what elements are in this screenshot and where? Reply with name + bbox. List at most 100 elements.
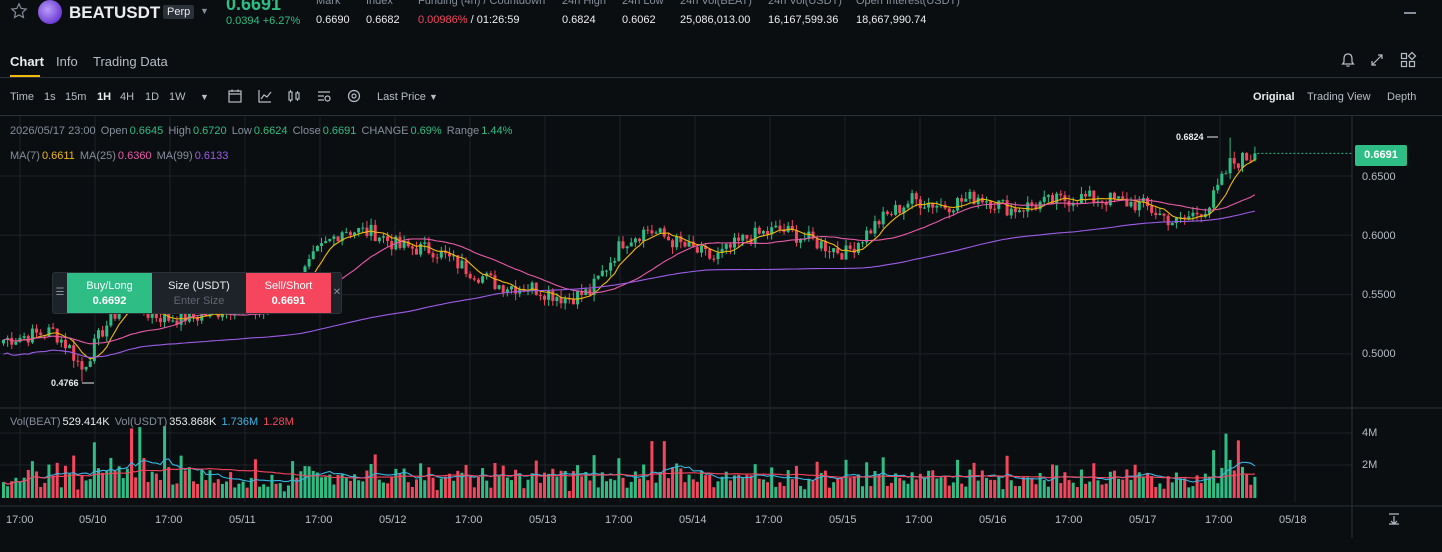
volume-bar [716,481,720,498]
volume-bar [1022,477,1026,498]
sell-short-price: 0.6691 [271,295,306,307]
price-chart[interactable] [0,116,1442,552]
candle-body [790,225,794,231]
volume-bar [163,426,167,498]
candle-body [353,232,357,235]
candle-body [741,234,745,241]
volume-bar [468,476,472,498]
interval-1h[interactable]: 1H [97,91,112,103]
candle-body [361,227,365,229]
candle-body [679,236,683,243]
ohlc-info-row: 2026/05/17 23:00 Open 0.6645 High 0.6720 L… [10,125,514,137]
tab-info[interactable]: Info [56,54,78,69]
volume-bar [22,477,26,498]
x-tick-label: 17:00 [6,514,34,526]
size-input[interactable]: Size (USDT) Enter Size [152,273,246,313]
volume-bar [609,478,613,498]
size-placeholder[interactable]: Enter Size [173,295,225,307]
volume-bar [303,466,307,498]
volume-bar [1009,480,1013,498]
volume-bar [167,467,171,498]
view-depth[interactable]: Depth [1387,91,1417,103]
volume-bar [1092,463,1096,498]
candle-body [1228,158,1232,174]
calendar-icon[interactable] [227,88,243,104]
candle-body [1030,202,1034,206]
indicators-icon[interactable] [257,88,273,104]
tab-trading-data[interactable]: Trading Data [93,54,168,69]
candle-body [1055,193,1059,204]
favorite-star-icon[interactable] [10,2,28,20]
volume-bar [1212,450,1216,498]
candle-body [555,297,559,302]
candle-body [419,243,423,255]
interval-4h[interactable]: 4H [120,91,135,103]
interval-time[interactable]: Time [10,91,35,103]
volume-bar [931,470,935,498]
candle-body [439,250,443,258]
volume-bar [1088,481,1092,498]
candle-body [406,241,410,247]
candle-body [1026,202,1030,212]
volume-bar [1013,486,1017,498]
volume-bar [828,487,831,498]
interval-1d[interactable]: 1D [145,91,160,103]
buy-long-button[interactable]: Buy/Long 0.6692 [67,273,152,313]
gear-icon[interactable] [346,88,362,104]
candle-body [980,197,984,203]
y-tick-label: 0.5000 [1362,348,1396,360]
volume-bar [101,472,105,498]
view-original[interactable]: Original [1253,91,1295,103]
volume-bar [774,486,778,498]
candle-body [683,242,687,247]
volume-bar [687,474,691,498]
minimize-icon[interactable] [1404,12,1416,14]
candle-body [968,191,972,199]
candle-body [187,310,191,322]
symbol-title[interactable]: BEATUSDT [69,3,161,22]
volume-bar [1104,483,1108,498]
symbol-dropdown-icon[interactable]: ▼ [200,6,209,16]
tab-chart[interactable]: Chart [10,54,44,69]
ohlc-range-label: Range [446,125,480,137]
bell-icon[interactable] [1339,51,1357,69]
interval-1s[interactable]: 1s [44,91,56,103]
price-type-select[interactable]: Last Price [377,91,426,103]
volume-bar [220,483,224,498]
price-type-chevron-icon[interactable]: ▼ [429,92,438,102]
close-icon[interactable]: ✕ [332,287,342,298]
interval-1w[interactable]: 1W [169,91,186,103]
layout-grid-icon[interactable] [1399,51,1417,69]
candle-body [695,247,699,253]
sell-short-button[interactable]: Sell/Short 0.6691 [246,273,331,313]
volume-bar [1203,473,1207,498]
scroll-to-latest-icon[interactable] [1387,512,1401,526]
volume-bar [877,474,881,498]
volume-bar [1216,483,1220,498]
volume-bar [724,471,728,498]
chart-settings-icon[interactable] [316,88,332,104]
interval-15m[interactable]: 15m [65,91,87,103]
volume-bar [1100,484,1104,498]
volume-bar [134,477,138,498]
volume-bar [534,460,538,498]
interval-more-icon[interactable]: ▼ [200,92,209,102]
candle-body [1216,184,1220,191]
volume-bar [35,471,39,498]
fullscreen-icon[interactable] [1368,51,1386,69]
view-trading-view[interactable]: Trading View [1307,91,1371,103]
candle-body [666,236,670,241]
volume-bar [1042,480,1046,498]
volume-bar [1017,486,1021,498]
volume-bar [621,477,625,498]
drag-handle-icon[interactable]: ☰ [55,287,65,298]
candle-body [1183,217,1187,219]
volume-bar [509,480,513,498]
candle-type-icon[interactable] [286,88,302,104]
chart-toolbar: Time 1s 15m 1H 4H 1D 1W ▼ Last Price ▼ O… [0,78,1442,116]
candle-body [873,221,877,234]
candle-body [196,317,200,321]
volume-bar [576,465,580,498]
ma7-label: MA(7) [10,150,40,162]
volume-bar [617,458,621,498]
